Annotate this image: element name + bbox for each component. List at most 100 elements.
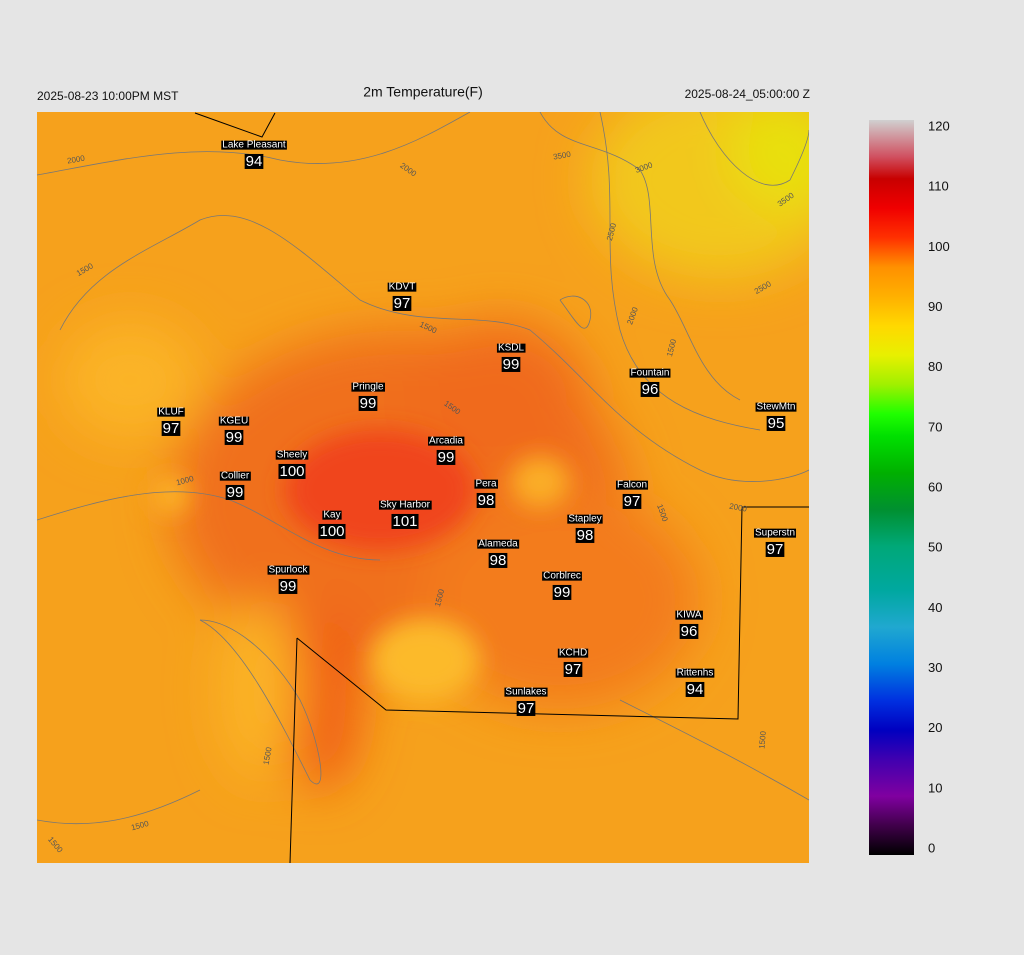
station-value: 100 — [279, 463, 304, 480]
contour-label: 3500 — [552, 150, 572, 162]
station-name-box — [221, 140, 287, 150]
station-name-box — [474, 479, 498, 489]
station: Lake Pleasant 94 — [221, 140, 287, 170]
station-name-box — [504, 687, 548, 697]
station-name: Stapley — [568, 514, 601, 525]
station: KSDL 99 — [496, 343, 526, 373]
temperature-field — [37, 112, 809, 863]
colorbar-tick-label: 0 — [928, 840, 935, 855]
station-value-box — [552, 584, 572, 600]
station-value-box — [501, 356, 521, 372]
station-name: Kay — [323, 510, 340, 521]
station-value-box — [392, 295, 412, 311]
station-name-box — [378, 500, 432, 510]
station: Collier 99 — [219, 471, 251, 501]
station-name-box — [496, 343, 526, 353]
station-name-box — [219, 471, 251, 481]
station-value: 99 — [227, 484, 244, 501]
station-name-box — [615, 480, 649, 490]
station-value: 99 — [280, 578, 297, 595]
station-value: 98 — [577, 527, 594, 544]
colorbar-tick-label: 80 — [928, 359, 942, 374]
station-name-box — [218, 416, 250, 426]
station-name: Arcadia — [429, 436, 463, 447]
station: StewMtn 95 — [755, 402, 797, 432]
station-name-box — [275, 450, 309, 460]
station-value: 97 — [163, 420, 180, 437]
station-value-box — [622, 493, 642, 509]
colorbar-tick-label: 40 — [928, 600, 942, 615]
contour-label: 2000 — [729, 502, 749, 514]
colorbar-tick-label: 90 — [928, 299, 942, 314]
station-name: KGEU — [220, 416, 248, 427]
station-name-box — [387, 282, 417, 292]
station-value-box — [679, 623, 699, 639]
station: Arcadia 99 — [428, 436, 465, 466]
station-name-box — [675, 610, 703, 620]
station-value-box — [488, 552, 508, 568]
station-value: 95 — [768, 415, 785, 432]
station-value-box — [766, 415, 786, 431]
station-name: KIWA — [676, 610, 702, 621]
station-name: Rittenhs — [677, 668, 714, 679]
station-name-box — [557, 648, 589, 658]
station: Pera 98 — [474, 479, 498, 509]
colorbar-tick-label: 20 — [928, 720, 942, 735]
station-value: 98 — [490, 552, 507, 569]
station-name: Superstn — [755, 528, 795, 539]
header-right: 2025-08-24_05:00:00 Z — [685, 87, 810, 101]
station-name-box — [267, 565, 310, 575]
boundaries — [194, 112, 809, 863]
station: Fountain 96 — [629, 368, 671, 398]
station-name: Fountain — [631, 368, 670, 379]
station-value: 96 — [642, 381, 659, 398]
station-value-box — [575, 527, 595, 543]
station-name: Corblrec — [543, 571, 581, 582]
station: Stapley 98 — [567, 514, 603, 544]
station-value: 100 — [319, 523, 344, 540]
station: Alameda 98 — [477, 539, 520, 569]
map-title: 2m Temperature(F) — [363, 84, 483, 100]
station-value-box — [225, 484, 245, 500]
station-name-box — [753, 528, 797, 538]
station: Spurlock 99 — [267, 565, 310, 595]
colorbar-tick-label: 10 — [928, 780, 942, 795]
station: KDVT 97 — [387, 282, 417, 312]
station-value: 98 — [478, 492, 495, 509]
colorbar-tick-label: 120 — [928, 118, 950, 133]
station-value: 99 — [554, 584, 571, 601]
station: KGEU 99 — [218, 416, 250, 446]
station-name-box — [428, 436, 465, 446]
station-value-box — [640, 381, 660, 397]
station: Falcon 97 — [615, 480, 649, 510]
station-value-box — [278, 578, 298, 594]
station-value: 99 — [438, 449, 455, 466]
station-name: Spurlock — [269, 565, 309, 576]
station-name: Sheely — [277, 450, 308, 461]
station-name-box — [157, 407, 185, 417]
colorbar — [869, 120, 914, 855]
station-name: Sunlakes — [505, 687, 546, 698]
colorbar-tick-label: 110 — [928, 179, 949, 194]
station-value-box — [224, 429, 244, 445]
station-value: 97 — [767, 541, 784, 558]
station: KCHD 97 — [557, 648, 589, 678]
station-name-box — [629, 368, 671, 378]
station-value: 97 — [565, 661, 582, 678]
station-value-box — [278, 463, 306, 479]
station-value: 101 — [392, 513, 417, 530]
contour-label: 1500 — [262, 746, 274, 766]
station-name: Pera — [475, 479, 497, 490]
station-name-box — [542, 571, 582, 581]
station: Superstn 97 — [753, 528, 797, 558]
contours — [37, 112, 809, 825]
station-name: Sky Harbor — [380, 500, 431, 511]
colorbar-tick-label: 30 — [928, 660, 942, 675]
station-value-box — [436, 449, 456, 465]
station-name-box — [755, 402, 797, 412]
station-name: KCHD — [559, 648, 587, 659]
contour-label: 1500 — [757, 730, 768, 749]
station-value-box — [244, 153, 264, 169]
station-name: KLUF — [158, 407, 184, 418]
station-value: 94 — [246, 153, 263, 170]
